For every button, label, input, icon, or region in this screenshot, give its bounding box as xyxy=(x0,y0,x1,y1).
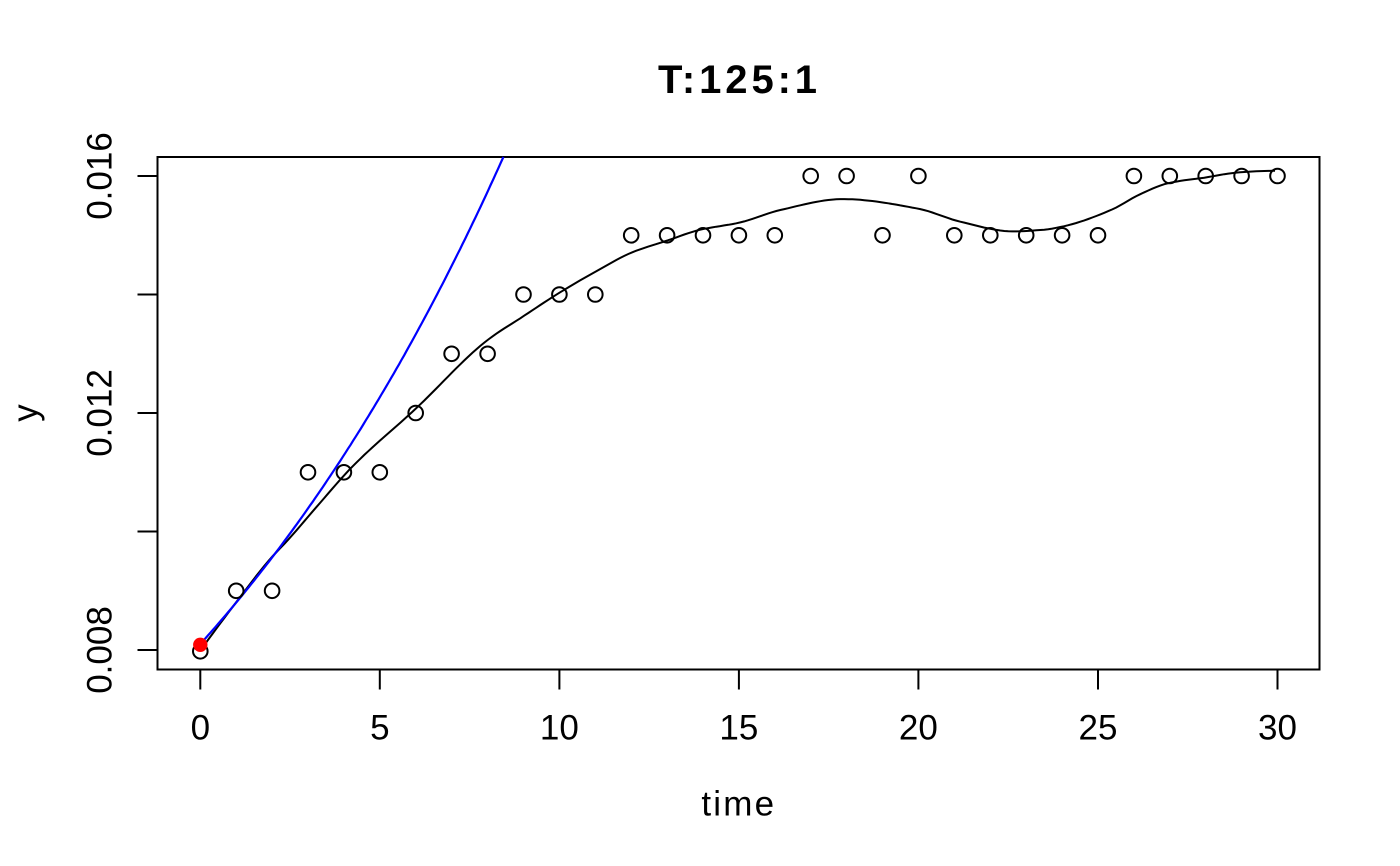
svg-text:10: 10 xyxy=(540,709,579,748)
svg-text:0.008: 0.008 xyxy=(81,606,120,694)
svg-text:15: 15 xyxy=(719,709,758,748)
svg-text:y: y xyxy=(6,404,45,422)
svg-text:T:125:1: T:125:1 xyxy=(658,58,821,102)
svg-text:5: 5 xyxy=(370,709,389,748)
svg-text:30: 30 xyxy=(1258,709,1297,748)
svg-text:0.016: 0.016 xyxy=(81,132,120,220)
svg-text:0: 0 xyxy=(191,709,210,748)
svg-text:20: 20 xyxy=(899,709,938,748)
svg-text:25: 25 xyxy=(1079,709,1118,748)
svg-text:0.012: 0.012 xyxy=(81,369,120,457)
svg-text:time: time xyxy=(701,785,776,824)
